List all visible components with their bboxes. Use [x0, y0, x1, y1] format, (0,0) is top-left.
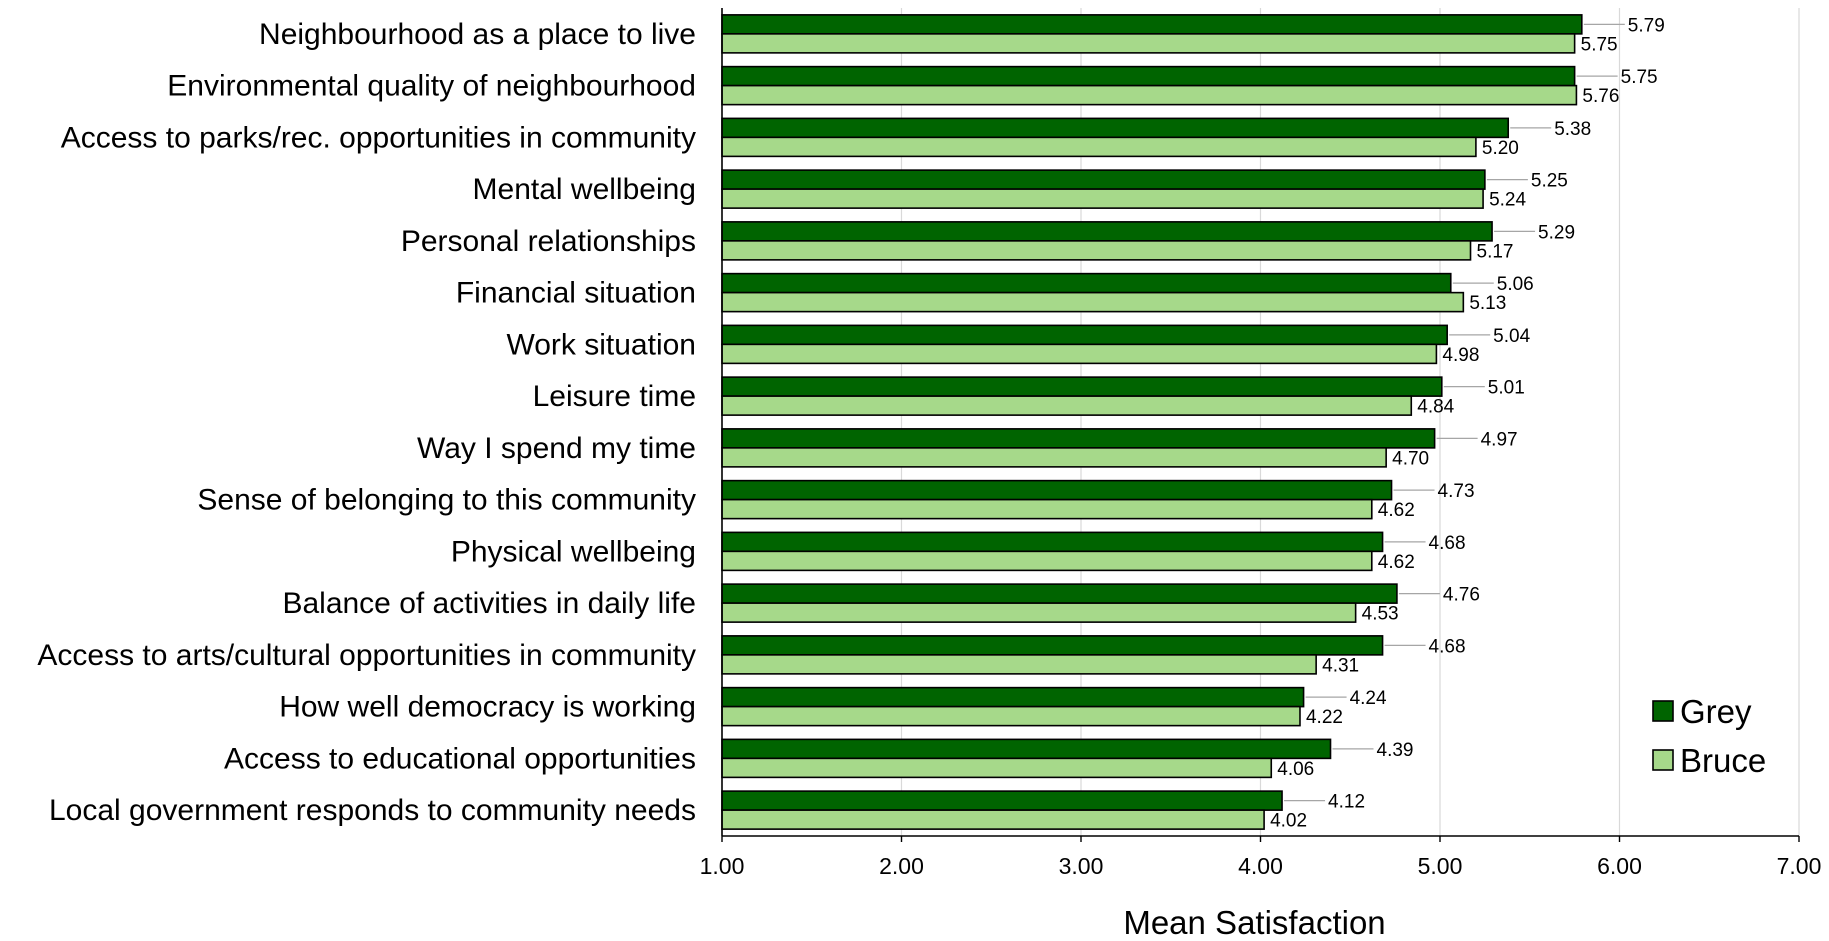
- bar-bruce: [721, 291, 1465, 313]
- bar-grey: [721, 686, 1305, 708]
- data-label-bruce: 4.22: [1306, 707, 1343, 728]
- data-label-grey: 4.97: [1481, 429, 1518, 450]
- data-label-bruce: 4.62: [1378, 500, 1415, 521]
- category-label: Physical wellbeing: [451, 535, 696, 568]
- bar-grey: [721, 790, 1283, 811]
- bar-bruce: [721, 757, 1273, 779]
- bar-grey: [721, 221, 1493, 242]
- bar-bruce: [721, 343, 1438, 365]
- data-label-bruce: 5.17: [1477, 241, 1514, 262]
- bar-bruce: [721, 705, 1301, 727]
- tick-label: 7.00: [1777, 853, 1822, 879]
- bar-bruce: [721, 240, 1472, 261]
- data-labels: 5.795.755.755.765.385.205.255.245.295.17…: [1270, 15, 1665, 831]
- category-label: Personal relationships: [401, 225, 696, 258]
- bar-grey: [721, 272, 1452, 294]
- data-label-grey: 4.24: [1350, 688, 1387, 709]
- tick-label: 1.00: [700, 853, 745, 879]
- bar-grey: [721, 14, 1583, 35]
- bar-grey: [721, 635, 1384, 656]
- bars: [721, 14, 1583, 830]
- data-label-grey: 4.39: [1377, 740, 1414, 761]
- category-label: Local government responds to community n…: [49, 794, 696, 827]
- category-label: Mental wellbeing: [473, 173, 696, 206]
- category-label: Neighbourhood as a place to live: [259, 18, 696, 51]
- category-label: Balance of activities in daily life: [282, 587, 696, 620]
- legend-label-bruce: Bruce: [1680, 742, 1766, 779]
- category-label: Way I spend my time: [417, 432, 696, 465]
- category-label: Access to parks/rec. opportunities in co…: [61, 121, 696, 154]
- bar-grey: [721, 324, 1448, 346]
- data-label-bruce: 5.24: [1489, 190, 1526, 211]
- data-label-bruce: 4.02: [1270, 811, 1307, 832]
- data-label-bruce: 4.84: [1417, 397, 1454, 418]
- data-label-grey: 5.01: [1488, 378, 1525, 399]
- category-label: Environmental quality of neighbourhood: [167, 70, 696, 103]
- tick-label: 3.00: [1059, 853, 1104, 879]
- data-label-grey: 5.06: [1497, 274, 1534, 295]
- bar-grey: [721, 428, 1436, 449]
- x-axis-title: Mean Satisfaction: [1123, 904, 1385, 941]
- data-label-grey: 5.25: [1531, 171, 1568, 192]
- category-label: How well democracy is working: [279, 691, 696, 724]
- data-label-grey: 5.29: [1538, 222, 1575, 243]
- data-label-grey: 4.68: [1429, 533, 1466, 554]
- legend-label-grey: Grey: [1680, 693, 1752, 730]
- data-label-bruce: 5.75: [1581, 34, 1618, 55]
- data-label-bruce: 4.53: [1362, 604, 1399, 625]
- legend-swatch-grey: [1652, 700, 1674, 722]
- legend-swatch-bruce: [1652, 749, 1674, 771]
- category-label: Access to educational opportunities: [224, 742, 696, 775]
- bar-bruce: [721, 654, 1317, 675]
- tick-label: 6.00: [1597, 853, 1642, 879]
- data-label-grey: 4.73: [1438, 481, 1475, 502]
- data-label-bruce: 4.98: [1442, 345, 1479, 366]
- legend: Grey Bruce: [1652, 693, 1766, 779]
- data-label-grey: 5.38: [1554, 119, 1591, 140]
- category-label: Leisure time: [533, 380, 696, 413]
- bar-bruce: [721, 498, 1373, 520]
- bar-grey: [721, 65, 1576, 87]
- bar-bruce: [721, 447, 1387, 468]
- data-label-bruce: 5.20: [1482, 138, 1519, 159]
- tick-label: 2.00: [879, 853, 924, 879]
- data-label-bruce: 5.76: [1582, 86, 1619, 107]
- category-label: Work situation: [506, 328, 696, 361]
- data-label-grey: 5.04: [1493, 326, 1530, 347]
- bar-bruce: [721, 809, 1265, 830]
- bar-bruce: [721, 33, 1576, 54]
- bar-bruce: [721, 188, 1484, 209]
- data-label-bruce: 5.13: [1469, 293, 1506, 314]
- data-label-bruce: 4.06: [1277, 759, 1314, 780]
- category-label: Access to arts/cultural opportunities in…: [37, 639, 696, 672]
- tick-label: 4.00: [1238, 853, 1283, 879]
- category-label: Sense of belonging to this community: [197, 484, 696, 517]
- bar-bruce: [721, 84, 1578, 106]
- bar-grey: [721, 117, 1510, 139]
- bar-grey: [721, 583, 1398, 604]
- bar-bruce: [721, 550, 1373, 572]
- data-label-grey: 5.75: [1621, 67, 1658, 88]
- bar-grey: [721, 738, 1332, 760]
- data-label-grey: 4.12: [1328, 792, 1365, 813]
- x-axis-ticks: 1.00 2.00 3.00 4.00 5.00 6.00 7.00: [700, 836, 1822, 879]
- data-label-bruce: 4.70: [1392, 448, 1429, 469]
- data-label-bruce: 4.31: [1322, 655, 1359, 676]
- bar-grey: [721, 169, 1486, 190]
- bar-bruce: [721, 602, 1357, 623]
- bar-grey: [721, 479, 1393, 501]
- data-label-grey: 4.68: [1429, 636, 1466, 657]
- tick-label: 5.00: [1418, 853, 1463, 879]
- bar-bruce: [721, 136, 1477, 158]
- data-label-bruce: 4.62: [1378, 552, 1415, 573]
- category-label: Financial situation: [456, 277, 696, 310]
- data-label-grey: 4.76: [1443, 585, 1480, 606]
- bar-grey: [721, 376, 1443, 397]
- bar-bruce: [721, 395, 1413, 416]
- data-label-grey: 5.79: [1628, 15, 1665, 36]
- bar-grey: [721, 531, 1384, 553]
